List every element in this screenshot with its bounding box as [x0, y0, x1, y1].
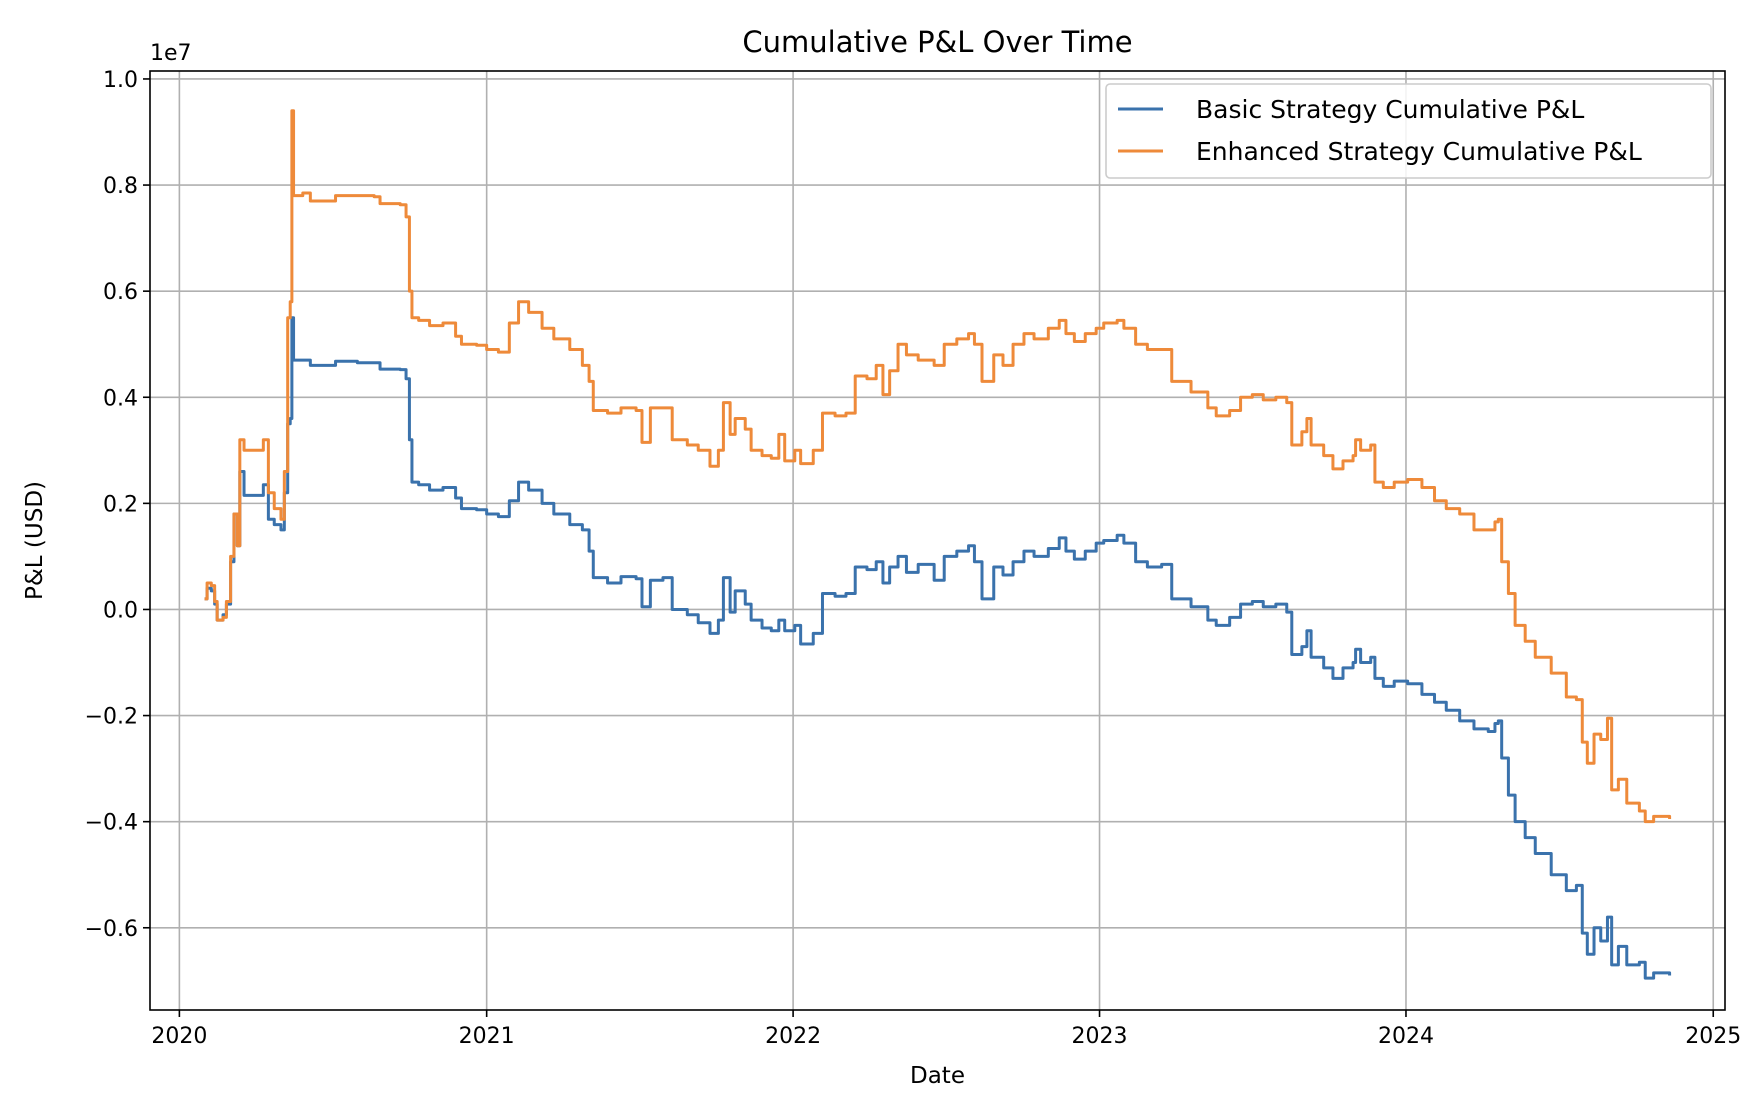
- y-tick-label: 0.6: [103, 280, 138, 305]
- y-tick-label: −0.4: [85, 811, 138, 836]
- x-axis-label: Date: [910, 1063, 965, 1089]
- axis-ticks: 2020 2021 2022 2023 2024 2025 1.0 0.8 0.6 0.4 0.2 0…: [85, 68, 1742, 1049]
- series-line-enhanced: [204, 109, 1672, 824]
- y-tick-label: 0.4: [103, 386, 138, 411]
- legend: Basic Strategy Cumulative P&L Enhanced St…: [1105, 83, 1712, 179]
- x-tick-label: 2021: [459, 1024, 515, 1049]
- y-tick-label: −0.6: [85, 917, 138, 942]
- x-tick-label: 2020: [151, 1024, 207, 1049]
- y-axis-label: P&L (USD): [22, 481, 48, 600]
- plot-frame: [149, 70, 1726, 1011]
- x-tick-label: 2024: [1378, 1024, 1434, 1049]
- x-tick-label: 2022: [765, 1024, 821, 1049]
- y-tick-label: 1.0: [103, 68, 138, 93]
- y-axis-offset-label: 1e7: [150, 41, 192, 66]
- chart-title: Cumulative P&L Over Time: [742, 25, 1132, 59]
- legend-label: Enhanced Strategy Cumulative P&L: [1196, 137, 1642, 166]
- y-tick-label: 0.8: [103, 174, 138, 199]
- series-line-basic: [204, 316, 1672, 980]
- y-tick-label: 0.0: [103, 598, 138, 623]
- y-tick-label: −0.2: [85, 705, 138, 730]
- y-tick-label: 0.2: [103, 492, 138, 517]
- legend-label: Basic Strategy Cumulative P&L: [1196, 95, 1584, 124]
- legend-box: [1105, 83, 1712, 179]
- x-tick-label: 2025: [1685, 1024, 1741, 1049]
- series-lines: [204, 109, 1672, 980]
- x-tick-label: 2023: [1072, 1024, 1128, 1049]
